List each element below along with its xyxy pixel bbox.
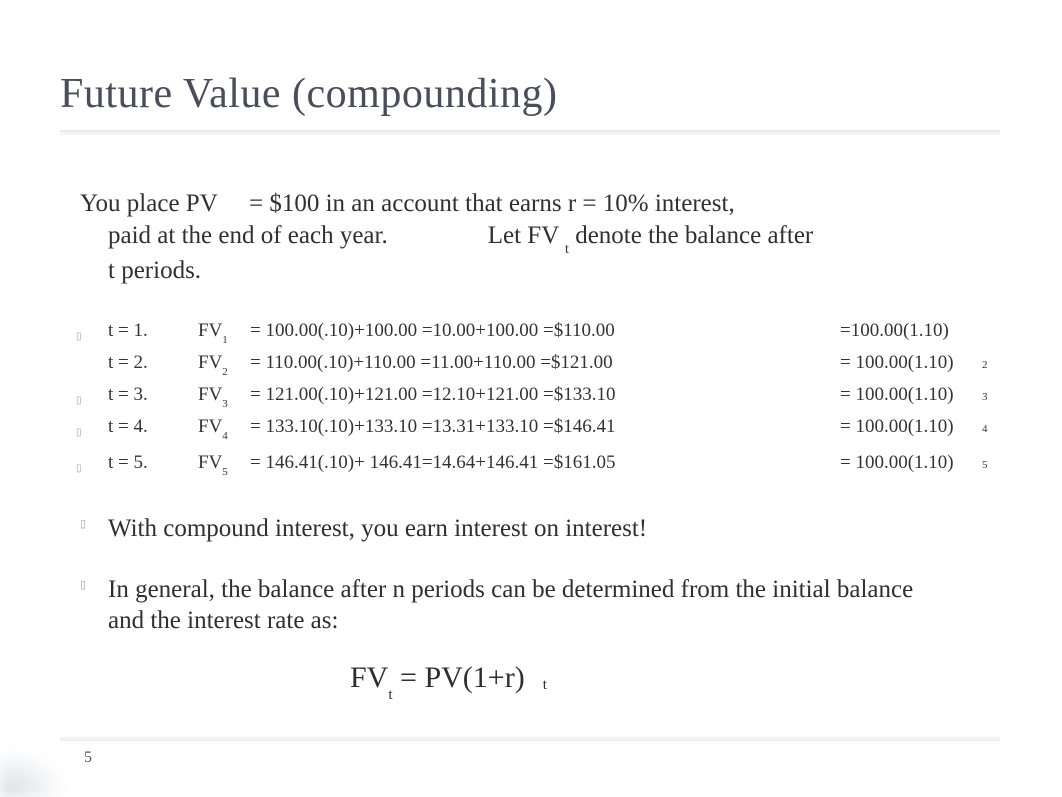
- slide-body: You place PV = $100 in an account that e…: [80, 188, 1000, 699]
- row-t: t = 3.: [108, 379, 148, 411]
- calc-row: ▯ t = 1. FV1 = 100.00(.10)+100.00 =10.00…: [80, 315, 1000, 347]
- row-t: t = 1.: [108, 315, 148, 347]
- calculation-rows: ▯ t = 1. FV1 = 100.00(.10)+100.00 =10.00…: [80, 315, 1000, 479]
- row-eq: = 100.00(.10)+100.00 =10.00+100.00 =$110…: [250, 315, 615, 347]
- calc-row: ▯ t = 4. FV4 = 133.10(.10)+133.10 =13.31…: [80, 411, 1000, 443]
- row-eq: = 146.41(.10)+ 146.41=14.64+146.41 =$161…: [250, 447, 615, 479]
- footer-divider: [60, 735, 1000, 741]
- row-eq: = 121.00(.10)+121.00 =12.10+121.00 =$133…: [250, 379, 615, 411]
- bullet-icon: ▯: [80, 518, 86, 532]
- row-exp: 5: [982, 449, 988, 481]
- row-t: t = 2.: [108, 347, 148, 379]
- formula-lhs-sub: t: [388, 687, 392, 703]
- formula-lhs: FV: [350, 661, 388, 694]
- row-fv: FV5: [198, 447, 228, 486]
- intro-line2a: paid at the end of each year. Let FV: [108, 222, 559, 249]
- row-t: t = 5.: [108, 447, 148, 479]
- row-exp: 3: [982, 381, 988, 413]
- intro-line3: t periods.: [80, 255, 950, 287]
- bullet-icon: ▯: [76, 417, 82, 449]
- note-item: ▯ In general, the balance after n period…: [80, 574, 928, 637]
- intro-paragraph: You place PV = $100 in an account that e…: [80, 188, 950, 287]
- calc-row: ▯ t = 5. FV5 = 146.41(.10)+ 146.41=14.64…: [80, 447, 1000, 479]
- row-rhs: = 100.00(1.10): [840, 379, 954, 411]
- bullet-icon: ▯: [76, 453, 82, 485]
- row-rhs: = 100.00(1.10): [840, 411, 954, 443]
- intro-line1: You place PV = $100 in an account that e…: [80, 190, 735, 217]
- note-text: With compound interest, you earn interes…: [108, 515, 647, 542]
- title-underline: [60, 130, 1000, 136]
- row-rhs: = 100.00(1.10): [840, 447, 954, 479]
- formula: FVt = PV(1+r)t: [80, 661, 1000, 699]
- intro-line2b: denote the balance after: [575, 222, 813, 249]
- formula-mid: = PV(1+r): [393, 661, 525, 694]
- row-fv: FV4: [198, 411, 228, 450]
- page-number: 5: [84, 749, 92, 767]
- notes: ▯ With compound interest, you earn inter…: [80, 513, 1000, 699]
- slide: Future Value (compounding) You place PV …: [0, 0, 1062, 797]
- corner-blur-decoration: [0, 749, 70, 797]
- row-eq: = 110.00(.10)+110.00 =11.00+110.00 =$121…: [250, 347, 613, 379]
- bullet-icon: ▯: [80, 579, 86, 593]
- calc-row: ▯ t = 2. FV2 = 110.00(.10)+110.00 =11.00…: [80, 347, 1000, 379]
- slide-title: Future Value (compounding): [60, 70, 557, 118]
- note-text: In general, the balance after n periods …: [108, 576, 913, 634]
- note-item: ▯ With compound interest, you earn inter…: [80, 513, 928, 544]
- formula-sup: t: [543, 677, 547, 693]
- row-rhs: =100.00(1.10): [840, 315, 949, 347]
- intro-sub-t: t: [565, 242, 569, 257]
- row-exp: 2: [982, 349, 988, 381]
- row-rhs: = 100.00(1.10): [840, 347, 954, 379]
- row-eq: = 133.10(.10)+133.10 =13.31+133.10 =$146…: [250, 411, 615, 443]
- calc-row: ▯ t = 3. FV3 = 121.00(.10)+121.00 =12.10…: [80, 379, 1000, 411]
- row-exp: 4: [982, 413, 988, 445]
- row-t: t = 4.: [108, 411, 148, 443]
